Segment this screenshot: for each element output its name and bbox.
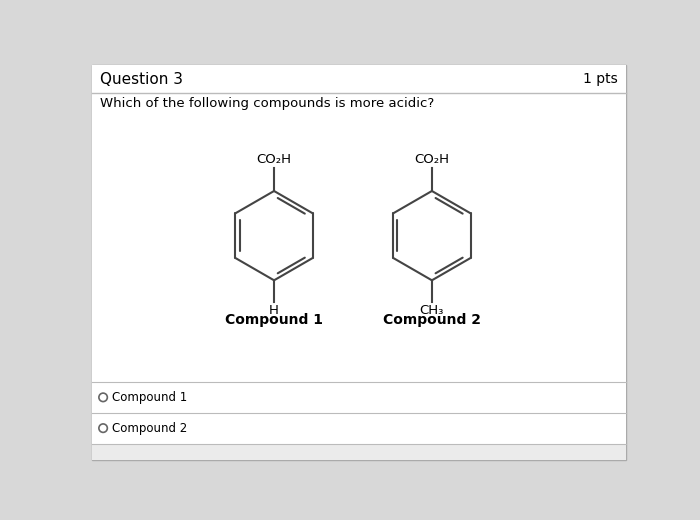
Text: CO₂H: CO₂H — [256, 152, 292, 165]
Bar — [92, 413, 626, 444]
Text: H: H — [269, 304, 279, 317]
Text: Compound 2: Compound 2 — [383, 313, 481, 327]
Text: Question 3: Question 3 — [100, 72, 183, 87]
Text: Which of the following compounds is more acidic?: Which of the following compounds is more… — [100, 97, 434, 110]
Text: Compound 1: Compound 1 — [225, 313, 323, 327]
Text: Compound 2: Compound 2 — [112, 422, 188, 435]
Text: Compound 1: Compound 1 — [112, 391, 188, 404]
Text: CH₃: CH₃ — [420, 304, 444, 317]
Bar — [92, 64, 626, 93]
Text: CO₂H: CO₂H — [414, 152, 449, 165]
Text: 1 pts: 1 pts — [582, 72, 617, 86]
Bar — [92, 382, 626, 413]
Bar — [92, 93, 626, 382]
